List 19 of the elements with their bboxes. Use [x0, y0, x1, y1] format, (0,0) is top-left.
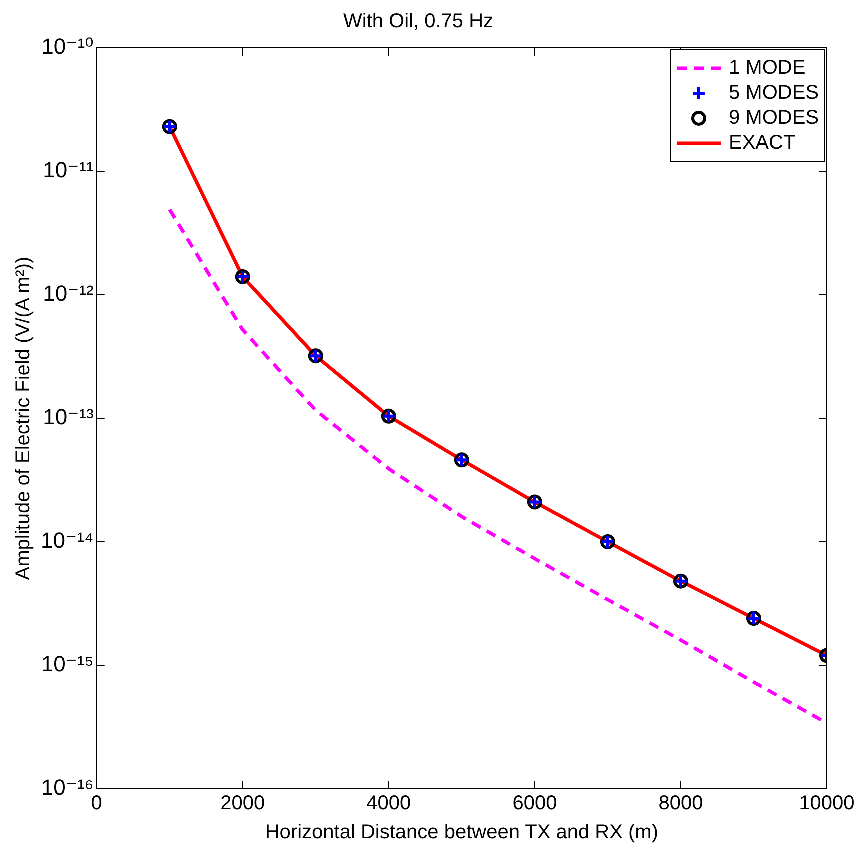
- y-tick-label: 10⁻¹³: [43, 404, 94, 430]
- legend-label: 1 MODE: [728, 57, 806, 80]
- y-tick-label: 10⁻¹¹: [43, 158, 94, 183]
- y-tick-label: 10⁻¹²: [43, 281, 94, 306]
- y-tick-label: 10⁻¹⁵: [41, 652, 94, 677]
- legend-label: 5 MODES: [728, 82, 820, 104]
- x-tick-label: 8000: [658, 792, 704, 815]
- x-tick-label: 4000: [366, 792, 412, 815]
- y-tick-label: 10⁻¹⁰: [42, 34, 94, 60]
- y-tick-label: 10⁻¹⁴: [40, 528, 94, 554]
- chart-title: With Oil, 0.75 Hz: [343, 10, 494, 33]
- x-tick-label: 0: [91, 792, 102, 815]
- x-tick-label: 10000: [799, 792, 855, 815]
- legend-label: 9 MODES: [728, 107, 820, 130]
- legend-label: EXACT: [728, 132, 796, 154]
- y-axis-title: Amplitude of Electric Field (V/(A m²)): [12, 256, 35, 580]
- x-tick-label: 2000: [220, 792, 266, 815]
- x-tick-label: 6000: [512, 792, 558, 815]
- x-axis-title: Horizontal Distance between TX and RX (m): [265, 822, 658, 844]
